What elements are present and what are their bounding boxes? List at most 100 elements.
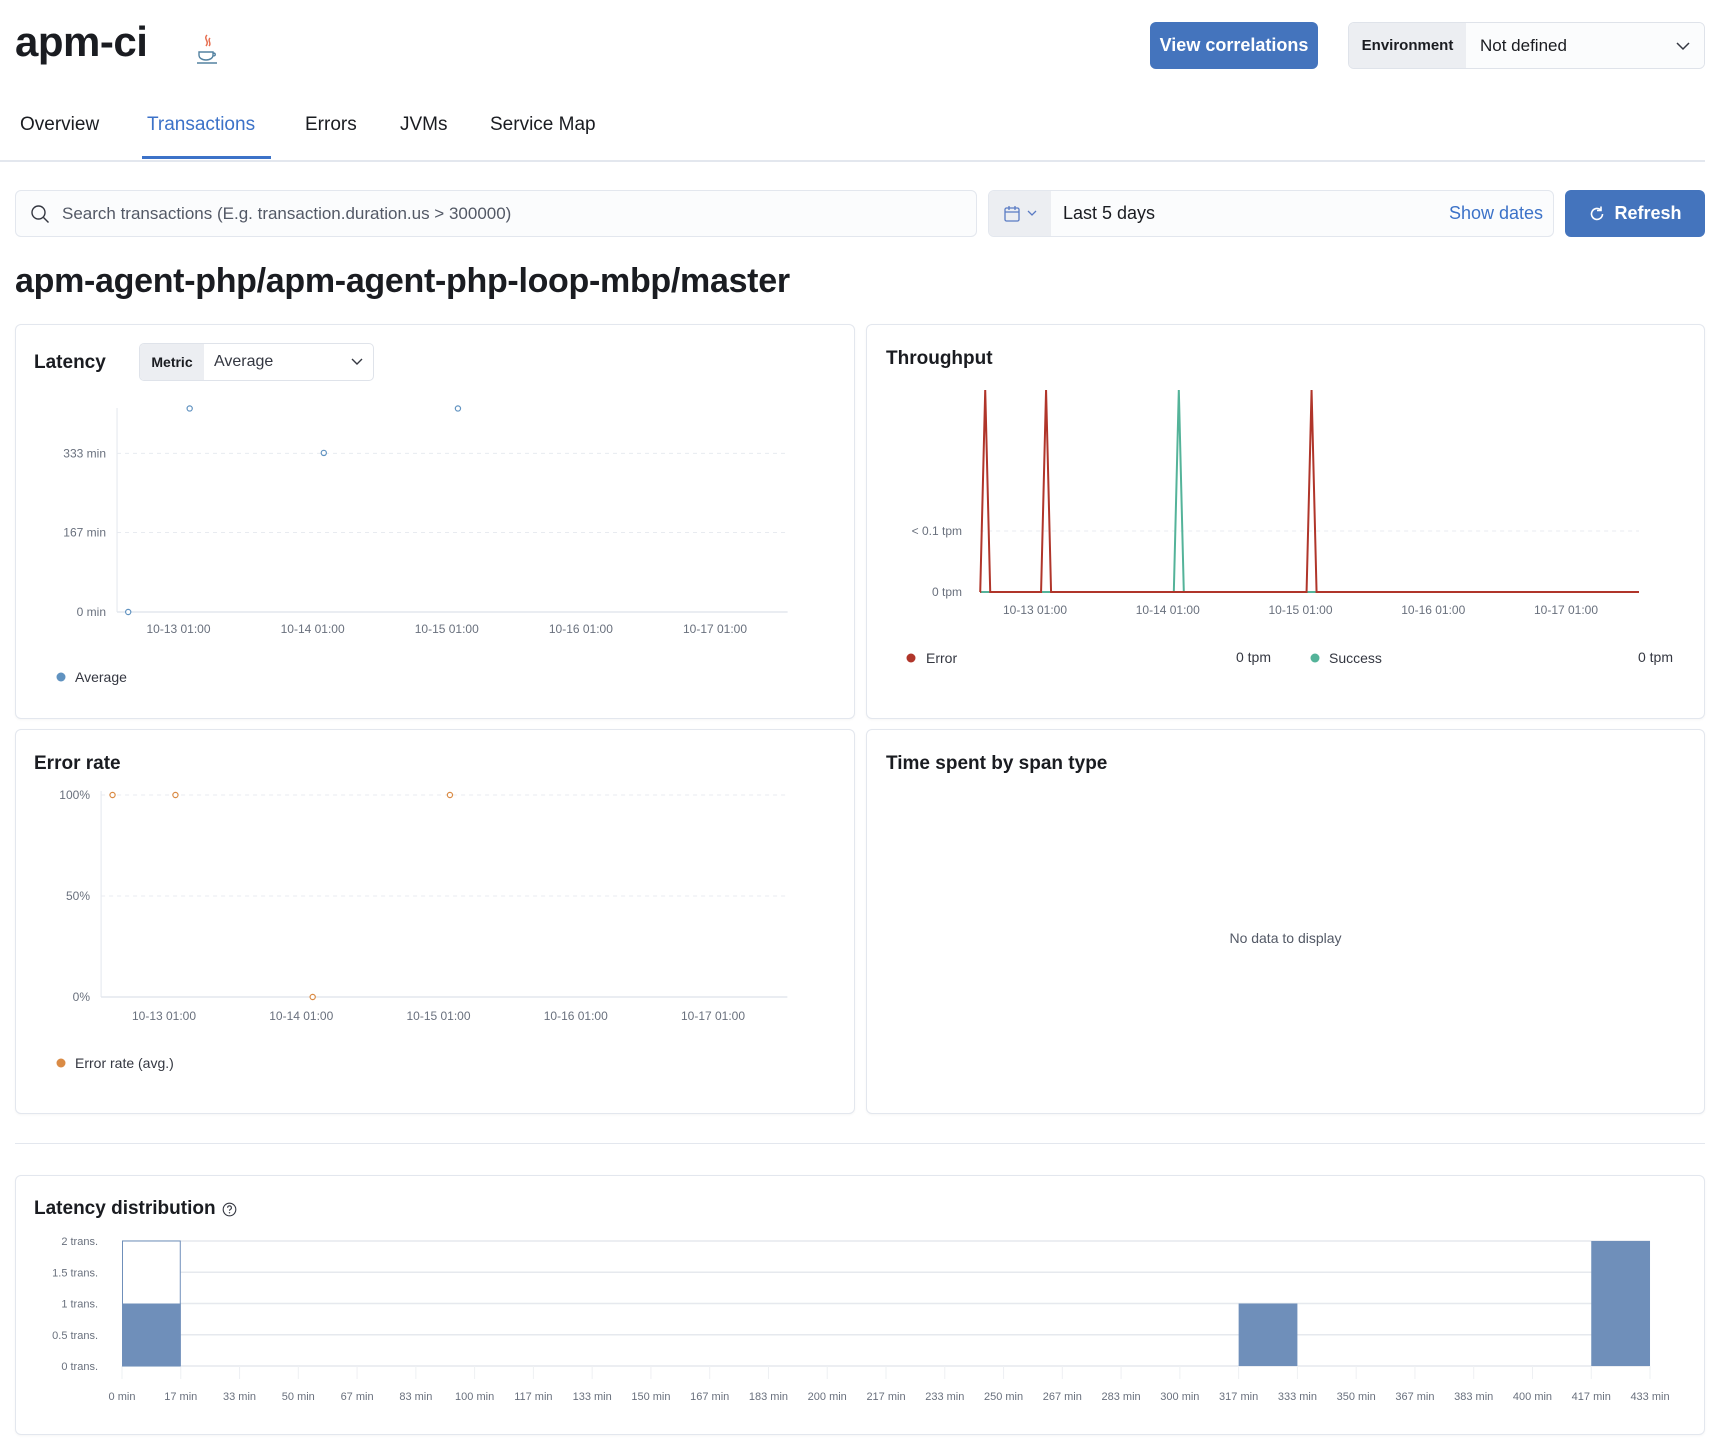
error-rate-title: Error rate [34,753,121,774]
throughput-panel [866,324,1705,719]
x-tick-label: 10-14 01:00 [1136,603,1200,617]
x-tick-label: 133 min [573,1391,612,1403]
x-tick-label: 10-14 01:00 [269,1009,333,1023]
y-tick-label: 0% [73,990,91,1004]
x-tick-label: 283 min [1102,1391,1141,1403]
date-picker[interactable]: Last 5 days Show dates [988,190,1554,237]
search-input[interactable]: Search transactions (E.g. transaction.du… [15,190,977,237]
x-tick-label: 217 min [866,1391,905,1403]
search-placeholder: Search transactions (E.g. transaction.du… [62,203,512,223]
x-tick-label: 10-14 01:00 [281,622,345,636]
x-tick-label: 367 min [1395,1391,1434,1403]
environment-value: Not defined [1480,35,1567,55]
error-rate-point [309,993,316,1001]
y-tick-label: 167 min [63,525,106,539]
tab-errors[interactable]: Errors [305,114,357,135]
y-tick-label: 50% [66,889,90,903]
x-tick-label: 150 min [631,1391,670,1403]
distribution-bar [1591,1241,1651,1366]
latency-point [320,449,328,457]
x-tick-label: 183 min [749,1391,788,1403]
x-tick-label: 10-15 01:00 [406,1009,470,1023]
latency-point [125,608,132,616]
legend-label-success: Success [1329,650,1382,666]
error-rate-point [446,791,454,799]
service-title: apm-ci [15,18,148,65]
y-tick-label: 0 trans. [61,1361,98,1373]
tab-overview[interactable]: Overview [20,114,100,135]
latency-title: Latency [34,352,106,373]
y-tick-label: 1.5 trans. [52,1267,98,1279]
date-range-value: Last 5 days [1063,203,1156,223]
x-tick-label: 10-13 01:00 [132,1009,196,1023]
latency-panel [15,324,855,719]
environment-select[interactable]: Environment Not defined [1348,22,1705,69]
error-rate-point [172,791,179,799]
x-tick-label: 10-16 01:00 [544,1009,608,1023]
metric-value: Average [214,353,274,370]
span-type-panel [866,729,1705,1114]
y-tick-label: 333 min [63,446,106,460]
legend-dot-error [906,653,916,663]
x-tick-label: 10-13 01:00 [1003,603,1067,617]
x-tick-label: 383 min [1454,1391,1493,1403]
x-tick-label: 233 min [925,1391,964,1403]
x-tick-label: 50 min [282,1391,315,1403]
x-tick-label: 10-13 01:00 [146,622,210,636]
x-tick-label: 33 min [223,1391,256,1403]
legend-value-success: 0 tpm [1638,649,1673,665]
x-tick-label: 67 min [341,1391,374,1403]
distribution-bar [122,1303,181,1366]
x-tick-label: 417 min [1572,1391,1611,1403]
x-tick-label: 300 min [1160,1391,1199,1403]
tab-service-map[interactable]: Service Map [490,114,596,135]
no-data-message: No data to display [1229,930,1342,946]
divider [15,1143,1705,1144]
y-tick-label: < 0.1 tpm [912,524,962,538]
x-tick-label: 317 min [1219,1391,1258,1403]
y-tick-label: 0.5 trans. [52,1330,98,1342]
throughput-title: Throughput [886,348,993,369]
span-type-title: Time spent by span type [886,753,1108,774]
latency-point [454,405,462,412]
y-tick-label: 0 tpm [932,585,962,599]
x-tick-label: 117 min [514,1391,552,1403]
x-tick-label: 10-16 01:00 [549,622,613,636]
search-icon [31,204,49,223]
x-tick-label: 10-17 01:00 [681,1009,745,1023]
tab-transactions[interactable]: Transactions [147,114,256,135]
x-tick-label: 0 min [109,1391,136,1403]
show-dates-link[interactable]: Show dates [1448,203,1543,223]
refresh-label: Refresh [1614,203,1682,223]
x-tick-label: 10-17 01:00 [683,622,747,636]
x-tick-label: 10-15 01:00 [1268,603,1332,617]
legend-value-error: 0 tpm [1236,649,1271,665]
x-tick-label: 83 min [399,1391,432,1403]
refresh-button[interactable]: Refresh [1565,190,1705,237]
x-tick-label: 10-17 01:00 [1534,603,1598,617]
metric-select[interactable]: Metric Average [139,343,374,381]
x-tick-label: 267 min [1043,1391,1082,1403]
legend-label-error-rate: Error rate (avg.) [75,1055,174,1071]
latency-point [186,405,193,412]
tab-jvms[interactable]: JVMs [400,114,448,135]
chevron-down-icon [351,358,363,365]
chevron-down-icon [1676,41,1690,50]
latency-distribution-panel [15,1175,1705,1435]
legend-dot-average [56,672,66,682]
latency-distribution-header: Latency distribution [34,1198,237,1220]
x-tick-label: 400 min [1513,1391,1552,1403]
question-circle-icon[interactable] [222,1202,237,1217]
error-rate-panel [15,729,855,1114]
quick-select-button[interactable] [989,191,1051,236]
x-tick-label: 200 min [808,1391,847,1403]
x-tick-label: 100 min [455,1391,494,1403]
view-correlations-button[interactable]: View correlations [1150,22,1318,69]
legend-dot-error-rate [56,1058,66,1068]
legend-label-average: Average [75,669,127,685]
latency-distribution-title: Latency distribution [34,1198,216,1219]
refresh-icon [1591,206,1604,220]
x-tick-label: 10-15 01:00 [415,622,479,636]
legend-label-error: Error [926,650,957,666]
x-tick-label: 350 min [1337,1391,1376,1403]
